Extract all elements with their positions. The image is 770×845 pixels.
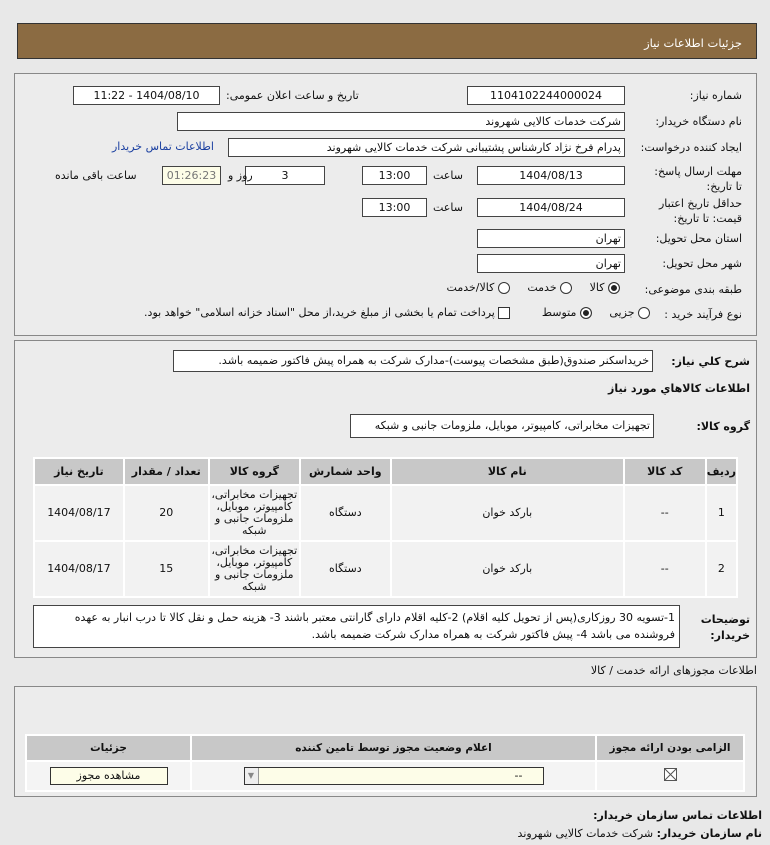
col-group: گروه کالا — [207, 457, 301, 486]
category-radio-goods[interactable] — [608, 282, 620, 294]
process-radio-group: جزیی متوسط پرداخت تمام یا بخشی از مبلغ خ… — [144, 306, 650, 319]
license-status-select[interactable]: -- ▼ — [243, 767, 544, 785]
city-field: تهران — [477, 254, 625, 273]
cell-qty: 20 — [122, 484, 210, 542]
days-label: روز و — [228, 169, 253, 182]
cell-status: -- ▼ — [190, 760, 597, 792]
col-row: رديف — [704, 457, 739, 486]
announce-field: 1404/08/10 - 11:22 — [73, 86, 220, 105]
col-date: تاریخ نیاز — [33, 457, 125, 486]
licenses-table: الزامی بودن ارائه مجوز اعلام وضعیت مجوز … — [25, 734, 745, 792]
deadline-time-field: 13:00 — [362, 166, 427, 185]
col-code: کد کالا — [622, 457, 707, 486]
category-label: طبقه بندی موضوعی: — [644, 283, 742, 296]
days-field: 3 — [245, 166, 325, 185]
col-status: اعلام وضعیت مجوز توسط تامین کننده — [190, 734, 597, 762]
group-label: گروه کالا: — [696, 420, 750, 433]
cell-date: 1404/08/17 — [33, 484, 125, 542]
licenses-title: اطلاعات مجوزهای ارائه خدمت / کالا — [590, 664, 757, 677]
page-header: جزئیات اطلاعات نیاز — [17, 23, 757, 59]
validity-label: حداقل تاریخ اعتبار قیمت: تا تاریخ: — [658, 197, 742, 225]
cell-unit: دستگاه — [298, 540, 392, 598]
province-field: تهران — [477, 229, 625, 248]
cell-required — [595, 760, 745, 792]
col-details: جزئیات — [25, 734, 192, 762]
col-qty: تعداد / مقدار — [122, 457, 210, 486]
process-option-label: جزیی — [609, 306, 635, 319]
cell-group: تجهیزات مخابراتی، کامپیوتر، موبایل، ملزو… — [207, 484, 301, 542]
footer-org-value: شرکت خدمات کالایی شهروند — [517, 827, 654, 840]
col-unit: واحد شمارش — [298, 457, 392, 486]
deadline-date-field: 1404/08/13 — [477, 166, 625, 185]
goods-table: رديف کد کالا نام کالا واحد شمارش گروه کا… — [33, 457, 739, 598]
cell-row: 1 — [704, 484, 739, 542]
process-label: نوع فرآیند خرید : — [664, 308, 742, 321]
cell-qty: 15 — [122, 540, 210, 598]
category-option-label: خدمت — [527, 281, 557, 294]
table-row: 1 -- بارکد خوان دستگاه تجهیزات مخابراتی،… — [33, 484, 739, 542]
validity-date-field: 1404/08/24 — [477, 198, 625, 217]
buyer-notes-field: 1-تسویه 30 روزکاری(پس از تحویل کلیه اقلا… — [33, 605, 680, 648]
goods-table-header: رديف کد کالا نام کالا واحد شمارش گروه کا… — [33, 457, 739, 486]
remaining-time-field: 01:26:23 — [162, 166, 221, 185]
cell-code: -- — [622, 484, 707, 542]
table-row: -- ▼ مشاهده مجوز — [25, 760, 745, 792]
page-title: جزئیات اطلاعات نیاز — [644, 36, 742, 50]
category-radio-group: کالا خدمت کالا/خدمت — [447, 281, 620, 294]
creator-field: پدرام فرخ نژاد کارشناس پشتیبانی شرکت خدم… — [228, 138, 625, 157]
col-name: نام کالا — [389, 457, 625, 486]
cell-name: بارکد خوان — [389, 484, 625, 542]
process-radio-minor[interactable] — [638, 307, 650, 319]
city-label: شهر محل تحویل: — [662, 257, 742, 270]
need-number-label: شماره نیاز: — [689, 89, 742, 102]
treasury-payment-label: پرداخت تمام یا بخشی از مبلغ خرید،از محل … — [144, 306, 495, 319]
announce-label: تاریخ و ساعت اعلان عمومی: — [226, 89, 359, 102]
category-option-label: کالا/خدمت — [446, 281, 495, 294]
description-label: شرح کلي نياز: — [671, 355, 750, 368]
validity-time-label: ساعت — [433, 201, 463, 214]
need-number-field: 1104102244000024 — [467, 86, 625, 105]
cell-group: تجهیزات مخابراتی، کامپیوتر، موبایل، ملزو… — [207, 540, 301, 598]
category-radio-both[interactable] — [497, 282, 510, 294]
creator-label: ایجاد کننده درخواست: — [640, 141, 742, 154]
col-required: الزامی بودن ارائه مجوز — [595, 734, 745, 762]
deadline-time-label: ساعت — [433, 169, 463, 182]
footer-org-label: نام سازمان خریدار: — [656, 827, 762, 840]
category-radio-service[interactable] — [560, 282, 573, 294]
remaining-label: ساعت باقی مانده — [55, 169, 137, 182]
buyer-field: شرکت خدمات کالایی شهروند — [177, 112, 625, 131]
cell-row: 2 — [704, 540, 739, 598]
validity-time-field: 13:00 — [362, 198, 427, 217]
province-label: استان محل تحویل: — [655, 232, 742, 245]
process-radio-medium[interactable] — [579, 307, 592, 319]
buyer-notes-label: توضیحات خریدار: — [700, 613, 750, 642]
footer-org: نام سازمان خریدار: شرکت خدمات کالایی شهر… — [518, 827, 762, 840]
process-option-label: متوسط — [541, 306, 577, 319]
category-option-label: کالا — [589, 281, 605, 294]
buyer-label: نام دستگاه خریدار: — [655, 115, 742, 128]
deadline-label: مهلت ارسال پاسخ: تا تاریخ: — [654, 165, 742, 193]
cell-code: -- — [622, 540, 707, 598]
cell-unit: دستگاه — [298, 484, 392, 542]
view-license-button[interactable]: مشاهده مجوز — [49, 767, 168, 785]
chevron-down-icon[interactable]: ▼ — [244, 768, 259, 784]
licenses-table-header: الزامی بودن ارائه مجوز اعلام وضعیت مجوز … — [25, 734, 745, 762]
goods-section-title: اطلاعات کالاهاي مورد نياز — [608, 382, 750, 395]
cell-details: مشاهده مجوز — [25, 760, 192, 792]
footer-title: اطلاعات تماس سازمان خریدار: — [593, 809, 762, 822]
description-field: خریداسکنر صندوق(طبق مشخصات پیوست)-مدارک … — [173, 350, 653, 372]
table-row: 2 -- بارکد خوان دستگاه تجهیزات مخابراتی،… — [33, 540, 739, 598]
group-field: تجهیزات مخابراتی، کامپیوتر، موبایل، ملزو… — [350, 414, 654, 438]
treasury-payment-checkbox[interactable] — [498, 307, 511, 319]
license-status-value: -- — [514, 769, 523, 782]
cell-name: بارکد خوان — [389, 540, 625, 598]
required-checkbox-x-icon — [663, 768, 677, 781]
buyer-contact-link[interactable]: اطلاعات تماس خریدار — [112, 140, 214, 153]
cell-date: 1404/08/17 — [33, 540, 125, 598]
